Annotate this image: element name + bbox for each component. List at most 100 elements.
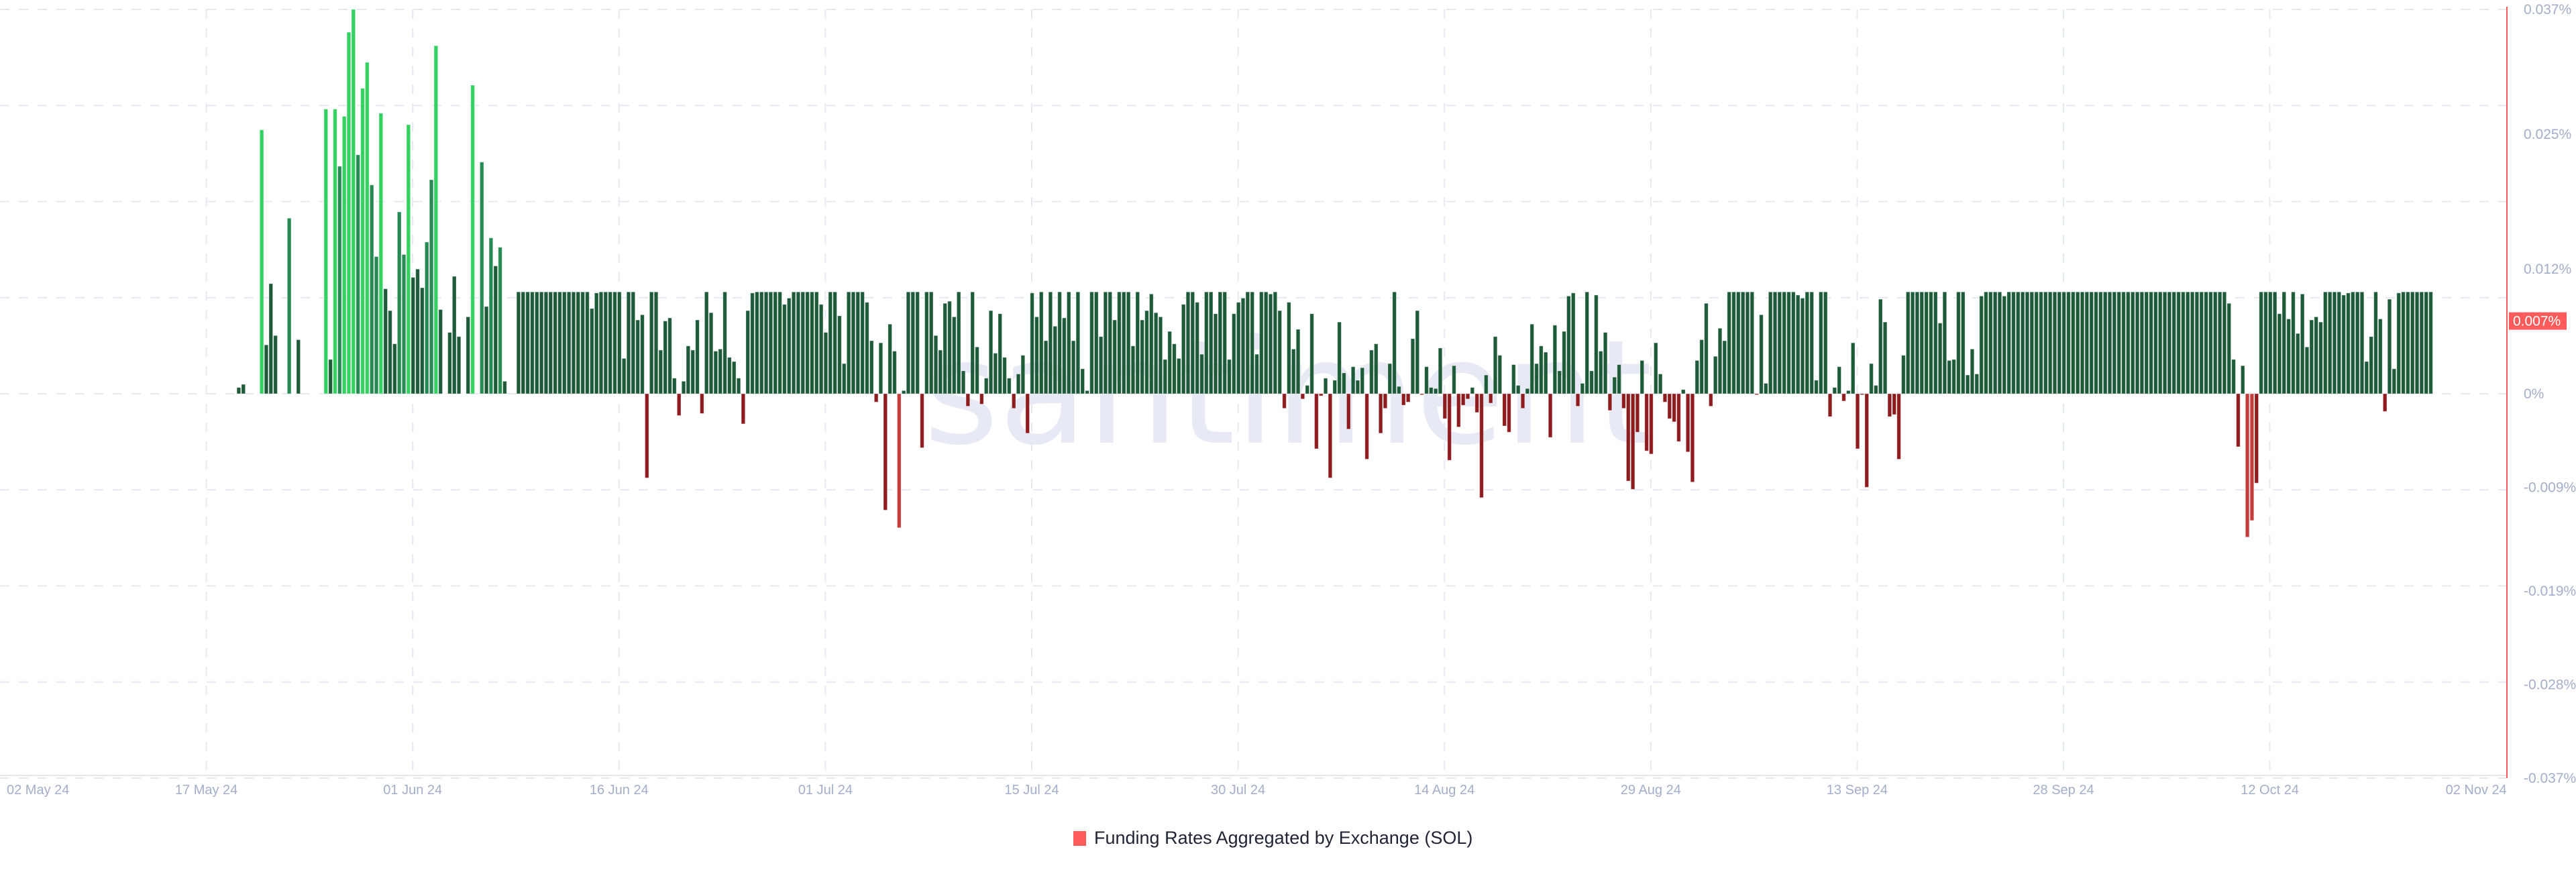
- bar-positive: [1874, 385, 1878, 394]
- bar-positive: [1355, 380, 1360, 394]
- bar-negative: [920, 393, 924, 449]
- bar-positive: [2410, 291, 2415, 394]
- bar-negative: [1502, 393, 1507, 427]
- bar-positive: [2351, 291, 2355, 394]
- bar-negative: [1662, 393, 1668, 402]
- bar-positive: [915, 291, 920, 394]
- bar-positive: [612, 291, 617, 394]
- bar-positive: [521, 291, 526, 394]
- bar-positive: [851, 291, 856, 394]
- bar-positive: [1580, 383, 1585, 394]
- bar-positive: [1846, 390, 1851, 394]
- bar-positive: [369, 184, 374, 394]
- bar-positive: [1979, 295, 1984, 394]
- bar-positive: [2162, 291, 2167, 394]
- legend-swatch: [1073, 830, 1086, 846]
- bar-positive: [1438, 347, 1443, 394]
- bar-positive: [1929, 291, 1933, 394]
- bar-positive: [401, 254, 407, 394]
- bar-positive: [2098, 291, 2103, 394]
- legend[interactable]: Funding Rates Aggregated by Exchange (SO…: [1073, 828, 1472, 849]
- bar-positive: [1232, 313, 1236, 394]
- bar-positive: [1832, 387, 1837, 394]
- bar-positive: [1713, 356, 1718, 394]
- bar-negative: [1672, 393, 1676, 423]
- bar-negative: [1456, 393, 1461, 428]
- bar-positive: [938, 349, 943, 394]
- bar-positive: [2116, 291, 2121, 394]
- y-tick-label: 0%: [2524, 386, 2544, 402]
- bar-positive: [2323, 291, 2328, 394]
- bar-positive: [2359, 291, 2365, 394]
- bar-negative: [1685, 393, 1690, 453]
- bar-negative: [1625, 393, 1631, 482]
- bar-positive: [731, 361, 737, 394]
- bar-positive: [796, 291, 801, 394]
- bar-positive: [1240, 298, 1246, 394]
- bar-negative: [1447, 393, 1452, 461]
- y-tick-label: -0.028%: [2524, 677, 2576, 693]
- bar-positive: [1195, 302, 1199, 394]
- bar-positive: [561, 291, 567, 394]
- x-tick-label: 13 Sep 24: [1827, 783, 1888, 798]
- bar-positive: [1915, 291, 1920, 394]
- bar-negative: [1708, 393, 1713, 407]
- bar-negative: [1548, 393, 1553, 438]
- bar-positive: [1837, 366, 1841, 394]
- bar-positive: [236, 387, 241, 394]
- bar-positive: [2029, 291, 2035, 394]
- bar-positive: [1992, 291, 1998, 394]
- bar-positive: [2304, 346, 2310, 394]
- bar-negative: [1520, 393, 1525, 409]
- x-tick-label: 01 Jul 24: [798, 783, 853, 798]
- bar-positive: [2075, 291, 2080, 394]
- bar-positive: [534, 291, 539, 394]
- bar-positive: [273, 335, 278, 394]
- bar-negative: [1896, 393, 1901, 460]
- bar-positive: [1043, 340, 1049, 394]
- bar-positive: [1539, 345, 1544, 394]
- bar-positive: [502, 380, 507, 394]
- bar-positive: [1942, 291, 1947, 394]
- bar-positive: [1768, 291, 1773, 394]
- bar-positive: [1745, 291, 1750, 394]
- bar-positive: [1823, 291, 1828, 394]
- bar-positive: [415, 268, 420, 394]
- bar-positive: [365, 62, 370, 394]
- bar-negative: [1479, 393, 1484, 498]
- bar-positive: [773, 291, 778, 394]
- bar-positive: [869, 340, 874, 394]
- bar-negative: [1630, 393, 1635, 490]
- bar-positive: [961, 370, 966, 394]
- bar-positive: [1782, 291, 1786, 394]
- bar-positive: [1387, 363, 1393, 394]
- bar-positive: [1002, 357, 1007, 394]
- bar-positive: [1053, 325, 1058, 394]
- bar-positive: [2167, 291, 2172, 394]
- bar-positive: [653, 291, 659, 394]
- bar-positive: [695, 319, 700, 394]
- bar-positive: [2089, 291, 2094, 394]
- bar-positive: [1208, 291, 1214, 394]
- bar-positive: [447, 332, 452, 394]
- bar-positive: [1030, 292, 1034, 394]
- bar-positive: [1511, 364, 1516, 394]
- bar-positive: [337, 166, 342, 394]
- bar-positive: [1305, 385, 1310, 394]
- bar-positive: [1947, 360, 1952, 394]
- bar-positive: [777, 291, 782, 394]
- y-tick-label: 0.037%: [2524, 2, 2571, 17]
- bar-positive: [2337, 291, 2342, 394]
- legend-label: Funding Rates Aggregated by Exchange (SO…: [1094, 828, 1473, 848]
- bar-positive: [2157, 291, 2163, 394]
- bar-negative: [1860, 393, 1865, 396]
- bar-positive: [1415, 310, 1420, 394]
- bar-positive: [2126, 291, 2131, 394]
- bar-positive: [2047, 291, 2053, 394]
- bar-negative: [1754, 393, 1759, 396]
- bar-positive: [433, 45, 439, 394]
- bar-positive: [763, 291, 769, 394]
- bar-positive: [1167, 331, 1172, 394]
- bar-positive: [2327, 291, 2332, 394]
- x-tick-label: 28 Sep 24: [2033, 783, 2094, 798]
